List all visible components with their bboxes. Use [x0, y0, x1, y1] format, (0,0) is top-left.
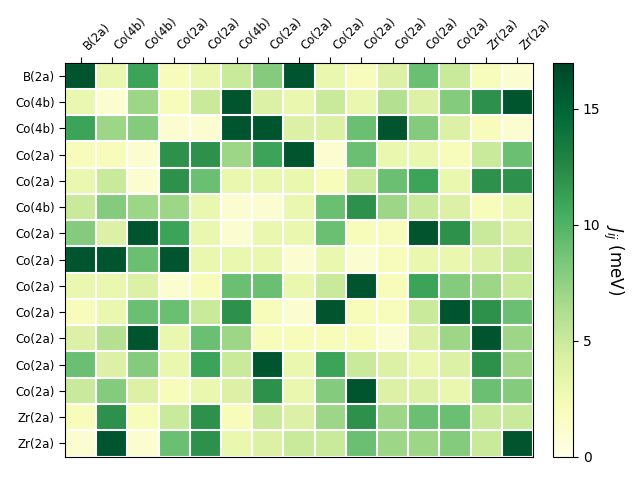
Y-axis label: $J_{ij}$ (meV): $J_{ij}$ (meV) [602, 224, 625, 295]
